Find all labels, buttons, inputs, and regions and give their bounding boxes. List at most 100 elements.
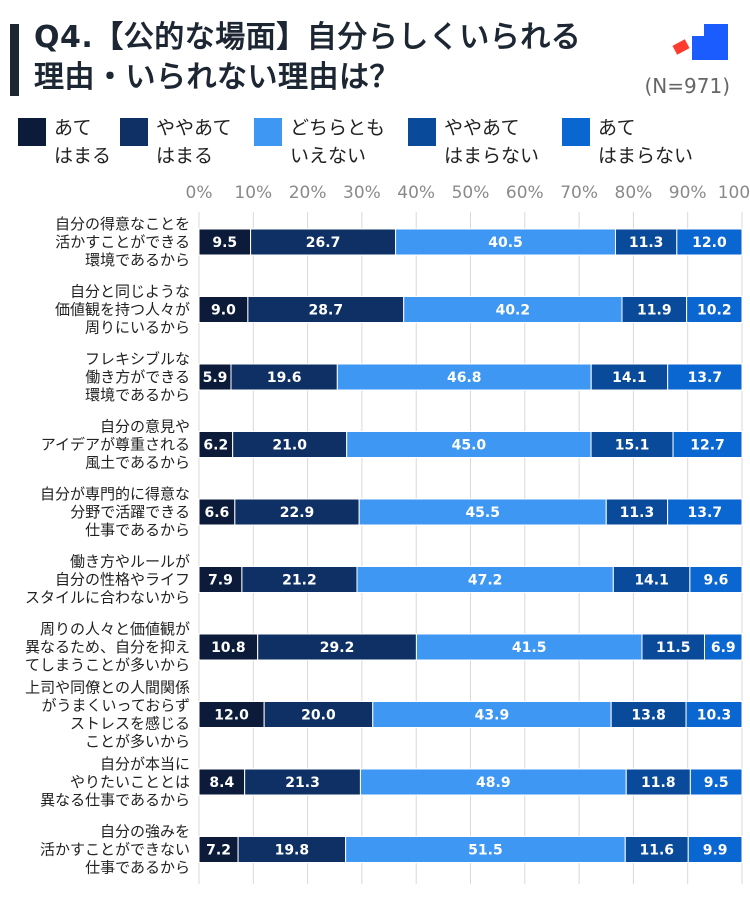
title-accent-bar <box>10 24 19 96</box>
bar-value-label: 51.5 <box>468 843 503 859</box>
bar-segment <box>356 566 614 593</box>
bar-segment <box>605 498 669 526</box>
x-tick-label: 10% <box>234 183 272 203</box>
bar-value-label: 9.9 <box>703 843 728 859</box>
bar-segment <box>667 363 743 391</box>
category-label: 働き方やルールが自分の性格やライフスタイルに合わないから <box>25 553 190 607</box>
bar-segment <box>237 836 347 863</box>
bar-value-label: 28.7 <box>309 303 344 319</box>
bar-segment <box>403 296 623 323</box>
bar-segment <box>241 566 358 593</box>
bar-segment <box>336 363 592 391</box>
bar-segment <box>359 768 627 796</box>
category-label: 自分と同じような価値観を持つ人々が周りにいるから <box>55 283 190 337</box>
bar-value-label: 12.7 <box>690 438 725 454</box>
bar-value-label: 11.8 <box>641 775 676 791</box>
bar-segment <box>247 296 405 323</box>
bar-value-label: 9.5 <box>212 235 237 251</box>
brand-logo-icon <box>672 24 728 60</box>
x-tick-label: 20% <box>289 183 327 203</box>
bar-value-label: 11.3 <box>629 235 664 251</box>
bar-value-label: 47.2 <box>468 573 503 589</box>
x-tick-label: 70% <box>560 183 598 203</box>
title-line-2: 理由・いられない理由は？ <box>34 60 400 95</box>
bar-value-label: 12.0 <box>692 235 727 251</box>
bar-segment <box>244 768 361 796</box>
bar-segment <box>614 228 678 256</box>
bar-value-label: 9.6 <box>704 573 729 589</box>
legend-swatch <box>408 118 436 146</box>
bar-segment <box>372 701 612 728</box>
bar-value-label: 21.0 <box>272 438 307 454</box>
bar-segment <box>703 633 743 661</box>
bar-segment <box>667 498 743 526</box>
category-label: 上司や同僚との人間関係がうまくいっておらずストレスを感じることが多いから <box>25 679 190 751</box>
bar-value-label: 6.2 <box>203 438 228 454</box>
bar-value-label: 8.4 <box>209 775 234 791</box>
bar-value-label: 6.9 <box>711 640 736 656</box>
category-label: 自分の得意なことを活かすことができる環境であるから <box>55 215 190 269</box>
bar-value-label: 10.8 <box>211 640 246 656</box>
x-tick-label: 90% <box>669 183 707 203</box>
bar-value-label: 13.7 <box>688 505 723 521</box>
bar-segment <box>250 228 397 256</box>
bar-value-label: 11.9 <box>637 303 672 319</box>
bar-value-label: 29.2 <box>320 640 355 656</box>
bar-value-label: 40.2 <box>496 303 531 319</box>
legend-swatch <box>18 118 46 146</box>
bar-value-label: 40.5 <box>488 235 523 251</box>
bar-value-label: 6.6 <box>205 505 230 521</box>
legend-label: あて はまる <box>54 117 112 167</box>
bar-value-label: 9.0 <box>211 303 236 319</box>
x-tick-label: 50% <box>452 183 490 203</box>
bar-value-label: 41.5 <box>512 640 547 656</box>
bar-value-label: 22.9 <box>280 505 315 521</box>
bar-segment <box>345 836 626 863</box>
legend-label: ややあて はまらない <box>444 117 540 167</box>
bar-value-label: 21.2 <box>282 573 317 589</box>
bar-value-label: 43.9 <box>475 708 510 724</box>
category-label: 周りの人々と価値観が異なるため、自分を抑えてしまうことが多いから <box>25 620 190 674</box>
bar-segment <box>198 633 259 661</box>
bar-segment <box>590 363 669 391</box>
bar-segment <box>346 431 592 458</box>
bar-segment <box>263 701 374 728</box>
bar-segment <box>625 768 691 796</box>
bar-segment <box>641 633 705 661</box>
legend-label: あて はまらない <box>598 117 694 167</box>
bar-value-label: 20.0 <box>301 708 336 724</box>
x-tick-label: 80% <box>615 183 653 203</box>
bar-segment <box>198 431 234 458</box>
bar-value-label: 48.9 <box>476 775 511 791</box>
bar-value-label: 11.5 <box>656 640 691 656</box>
bar-segment <box>672 431 743 458</box>
bar-segment <box>624 836 689 863</box>
bar-value-label: 15.1 <box>615 438 650 454</box>
bar-value-label: 12.0 <box>214 708 249 724</box>
bar-value-label: 14.1 <box>612 370 647 386</box>
x-tick-label: 40% <box>397 183 435 203</box>
bar-segment <box>198 768 246 796</box>
bar-segment <box>621 296 688 323</box>
category-label: フレキシブルな働き方ができる環境であるから <box>85 350 190 404</box>
legend-swatch <box>562 118 590 146</box>
bar-value-label: 10.2 <box>697 303 732 319</box>
bar-segment <box>198 566 243 593</box>
bar-value-label: 10.3 <box>697 708 732 724</box>
x-tick-label: 30% <box>343 183 381 203</box>
bar-value-label: 9.5 <box>704 775 729 791</box>
bar-segment <box>676 228 743 256</box>
category-label: 自分が専門的に得意な分野で活躍できる仕事であるから <box>40 485 190 539</box>
bar-segment <box>685 701 743 728</box>
legend-label: ややあて はまる <box>156 117 232 167</box>
bar-segment <box>198 701 265 728</box>
bar-value-label: 19.8 <box>275 843 310 859</box>
bar-segment <box>415 633 643 661</box>
bar-value-label: 7.9 <box>208 573 233 589</box>
chart-title: Q4.【公的な場面】自分らしくいられる 理由・いられない理由は？ <box>34 18 634 98</box>
bar-segment <box>198 296 249 323</box>
bar-segment <box>686 296 743 323</box>
bar-value-label: 21.3 <box>285 775 320 791</box>
legend-swatch <box>254 118 282 146</box>
